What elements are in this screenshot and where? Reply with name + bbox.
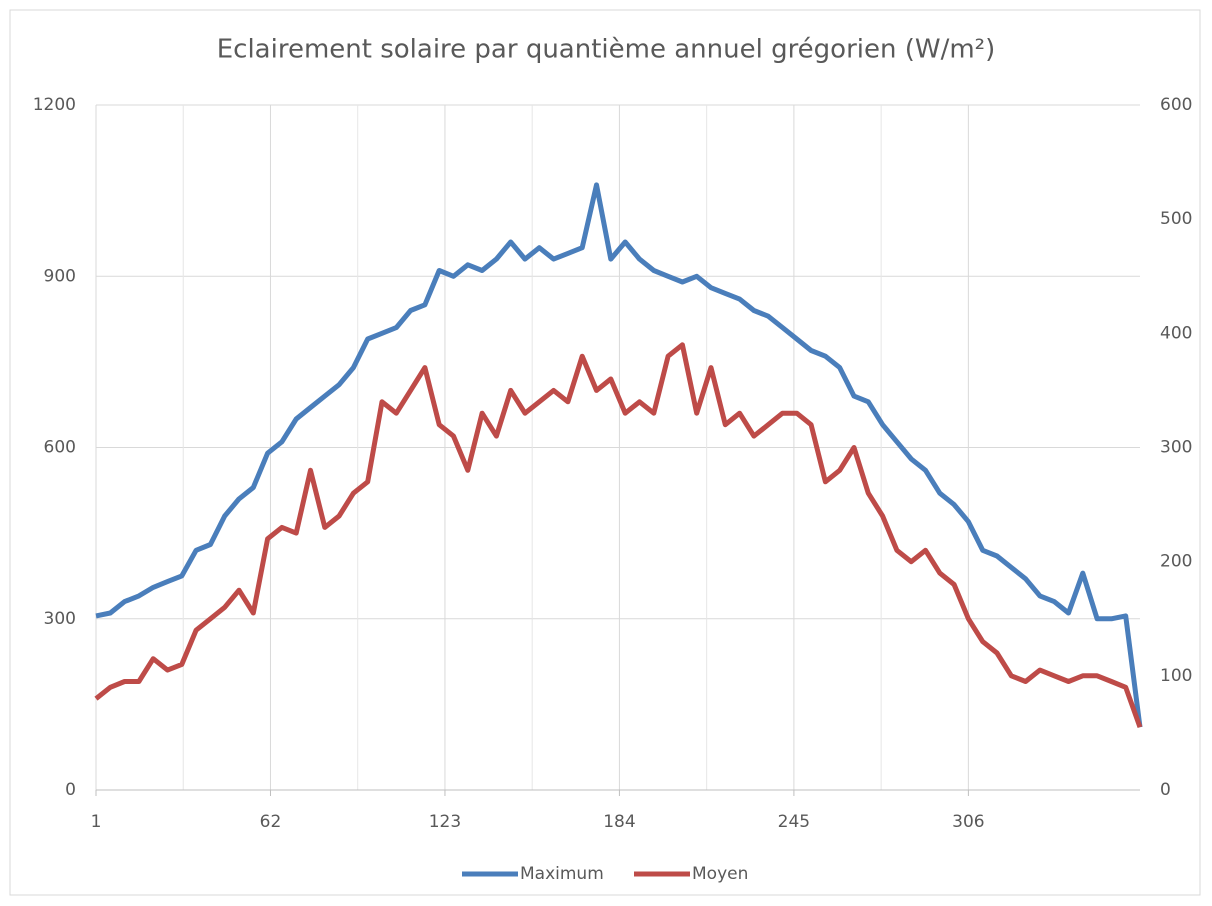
y2-tick-label: 600: [1160, 95, 1192, 115]
y2-tick-label: 500: [1160, 209, 1192, 229]
x-tick-label: 184: [603, 812, 635, 832]
y2-tick-label: 0: [1160, 780, 1171, 800]
legend-label: Moyen: [692, 864, 748, 884]
y-tick-label: 1200: [33, 95, 76, 115]
y-tick-label: 900: [44, 266, 76, 286]
series-line: [94, 342, 1143, 729]
x-tick-label: 62: [260, 812, 282, 832]
x-tick-label: 245: [778, 812, 810, 832]
chart-title: Eclairement solaire par quantième annuel…: [217, 35, 996, 65]
y2-tick-label: 100: [1160, 666, 1192, 686]
y-tick-label: 300: [44, 609, 76, 629]
y2-tick-label: 400: [1160, 323, 1192, 343]
x-tick-label: 123: [429, 812, 461, 832]
x-tick-label: 1: [91, 812, 102, 832]
x-tick-label: 306: [952, 812, 984, 832]
y-tick-label: 0: [65, 780, 76, 800]
y2-tick-label: 200: [1160, 552, 1192, 572]
chart-border: [9, 9, 1201, 896]
legend-label: Maximum: [520, 864, 604, 884]
series-line: [95, 182, 1143, 728]
y2-tick-label: 300: [1160, 438, 1192, 458]
y-tick-label: 600: [44, 438, 76, 458]
